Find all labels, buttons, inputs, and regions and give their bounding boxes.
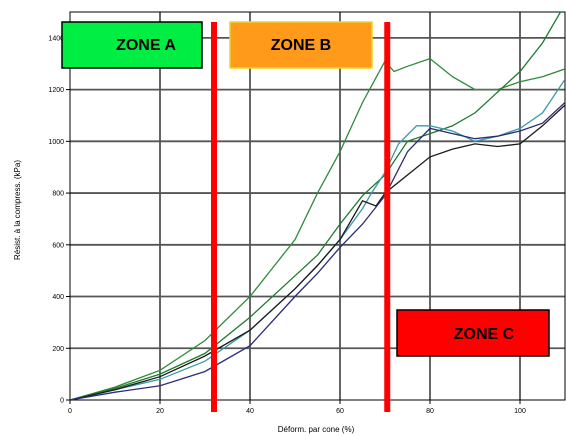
x-tick-label: 80 (426, 408, 434, 415)
y-tick-label: 600 (52, 242, 64, 249)
y-tick-label: 1000 (48, 139, 64, 146)
x-tick-label: 20 (156, 408, 164, 415)
series-line-5 (70, 102, 565, 400)
zone-dividers (211, 22, 391, 412)
series-line-4 (70, 104, 565, 400)
y-axis-title: Résist. à la compress. (kPa) (13, 160, 22, 260)
series-line-2 (70, 12, 562, 400)
y-tick-label: 400 (52, 294, 64, 301)
zone-b-box: ZONE B (229, 21, 373, 69)
zone-c-box: ZONE C (396, 309, 550, 357)
zone-b-label: ZONE B (271, 37, 331, 54)
y-tick-label: 800 (52, 191, 64, 198)
zone-a-label: ZONE A (116, 37, 176, 54)
zone-divider-1 (211, 22, 217, 412)
x-tick-label: 60 (336, 408, 344, 415)
y-tick-label: 0 (60, 398, 64, 405)
x-axis-title: Déform. par cone (%) (278, 425, 355, 434)
x-tick-label: 0 (68, 408, 72, 415)
zone-a-box: ZONE A (61, 21, 203, 69)
zone-divider-2 (384, 22, 391, 412)
x-tick-label: 40 (246, 408, 254, 415)
x-tick-label: 100 (514, 408, 526, 415)
y-tick-label: 200 (52, 346, 64, 353)
plot-frame (69, 11, 566, 401)
y-tick-label: 1400 (48, 35, 64, 42)
zone-c-label: ZONE C (454, 326, 515, 343)
y-tick-label: 1200 (48, 87, 64, 94)
